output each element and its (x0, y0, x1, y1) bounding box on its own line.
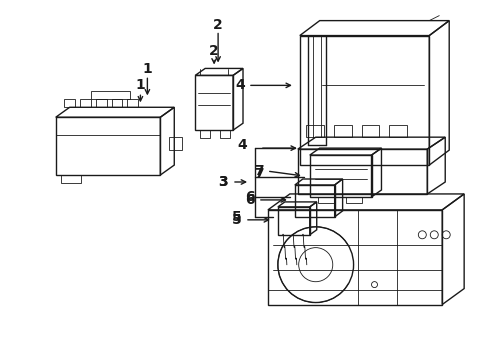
Text: 5: 5 (232, 210, 242, 224)
Text: 1: 1 (136, 78, 145, 93)
Text: 6: 6 (245, 190, 255, 204)
Text: 2: 2 (209, 44, 219, 58)
Text: 3: 3 (218, 175, 228, 189)
Text: 2: 2 (213, 18, 223, 32)
Text: 1: 1 (143, 62, 152, 76)
Text: 4: 4 (235, 78, 245, 93)
Text: 4: 4 (237, 138, 247, 152)
Text: 5: 5 (232, 213, 242, 227)
Text: 7: 7 (254, 164, 264, 178)
Text: 3: 3 (218, 175, 228, 189)
Text: 6: 6 (245, 193, 255, 207)
Text: 7: 7 (254, 167, 264, 181)
